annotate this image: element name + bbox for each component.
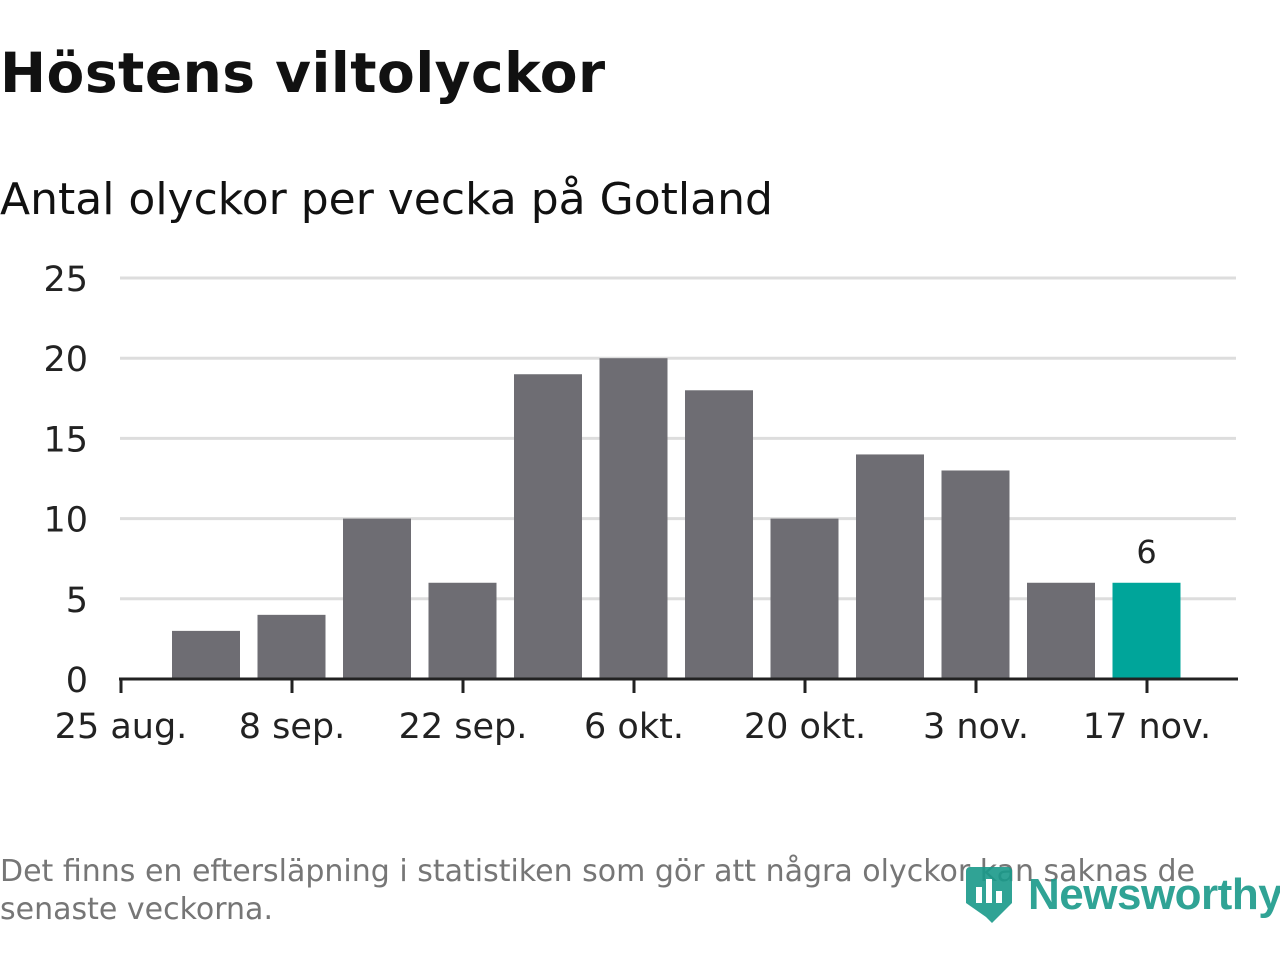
bars [172,358,1181,679]
bar [856,454,924,679]
bar [257,614,326,679]
bar [343,518,411,679]
bar [770,518,839,679]
bar-chart: 0 5 10 15 20 25 6 25 aug. 8 sep. 22 sep. 6 okt. 20 … [43,260,1238,747]
x-tick-label: 22 sep. [399,707,528,747]
x-tick-label: 20 okt. [744,707,866,747]
newsworthy-logo: Newsworthy [964,862,1280,928]
y-tick-label: 10 [43,501,88,541]
x-axis [119,677,1238,693]
bar-highlighted [1112,582,1181,679]
newsworthy-logo-icon [966,867,1012,923]
chart-subtitle: Antal olyckor per vecka på Gotland [0,174,773,225]
y-tick-label: 25 [43,260,88,300]
chart-title: Höstens viltolyckor [0,41,606,105]
y-tick-label: 15 [43,420,88,460]
bar [428,582,497,679]
x-tick-label: 25 aug. [55,707,188,747]
bar [1027,582,1095,679]
bar [685,390,753,679]
x-tick-label: 17 nov. [1083,707,1211,747]
bar [941,470,1010,679]
logo-text: Newsworthy [1028,870,1280,919]
bar [599,358,668,679]
x-tick-label: 8 sep. [239,707,346,747]
y-tick-label: 20 [43,340,88,380]
y-tick-label: 0 [66,661,88,701]
bar [514,374,582,679]
y-tick-label: 5 [66,581,88,621]
x-tick-label: 6 okt. [584,707,684,747]
x-tick-label: 3 nov. [923,707,1029,747]
data-label: 6 [1136,533,1156,571]
grid-lines [120,276,1236,601]
tick-labels: 0 5 10 15 20 25 6 25 aug. 8 sep. 22 sep. 6 okt. 20 … [43,260,1211,747]
bar [172,630,240,679]
